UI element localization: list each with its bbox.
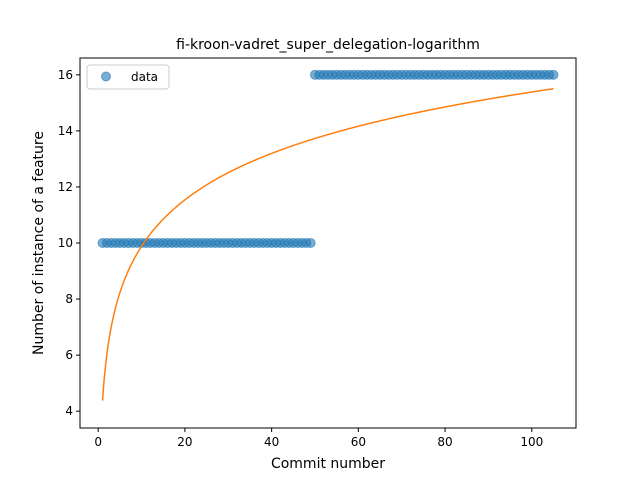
fit-line <box>101 88 554 401</box>
x-tick-label: 80 <box>437 435 452 449</box>
x-tick-label: 60 <box>351 435 366 449</box>
x-tick-label: 20 <box>177 435 192 449</box>
legend-box <box>86 64 170 90</box>
plot-content <box>97 69 559 401</box>
y-tick-label: 16 <box>58 68 73 82</box>
chart-title: fi-kroon-vadret_super_delegation-logarit… <box>176 37 480 53</box>
y-tick-label: 8 <box>65 292 73 306</box>
y-tick-label: 6 <box>65 348 73 362</box>
x-axis-label: Commit number <box>271 456 385 472</box>
y-tick-label: 12 <box>58 180 73 194</box>
data-point <box>305 238 316 248</box>
y-tick-label: 14 <box>58 124 73 138</box>
legend: data <box>86 64 170 90</box>
legend-label-data: data <box>131 70 158 84</box>
y-axis-label: Number of instance of a feature <box>31 131 47 355</box>
y-tick-label: 10 <box>58 236 73 250</box>
data-point <box>548 69 559 80</box>
legend-marker-data <box>101 71 111 82</box>
x-tick-label: 40 <box>264 435 279 449</box>
plot-area <box>97 69 559 401</box>
axes: 0 20 40 60 80 100 4 6 8 10 12 14 16 <box>58 57 577 449</box>
y-tick-label: 4 <box>65 404 73 418</box>
x-tick-label: 100 <box>520 435 543 449</box>
x-tick-label: 0 <box>94 435 102 449</box>
